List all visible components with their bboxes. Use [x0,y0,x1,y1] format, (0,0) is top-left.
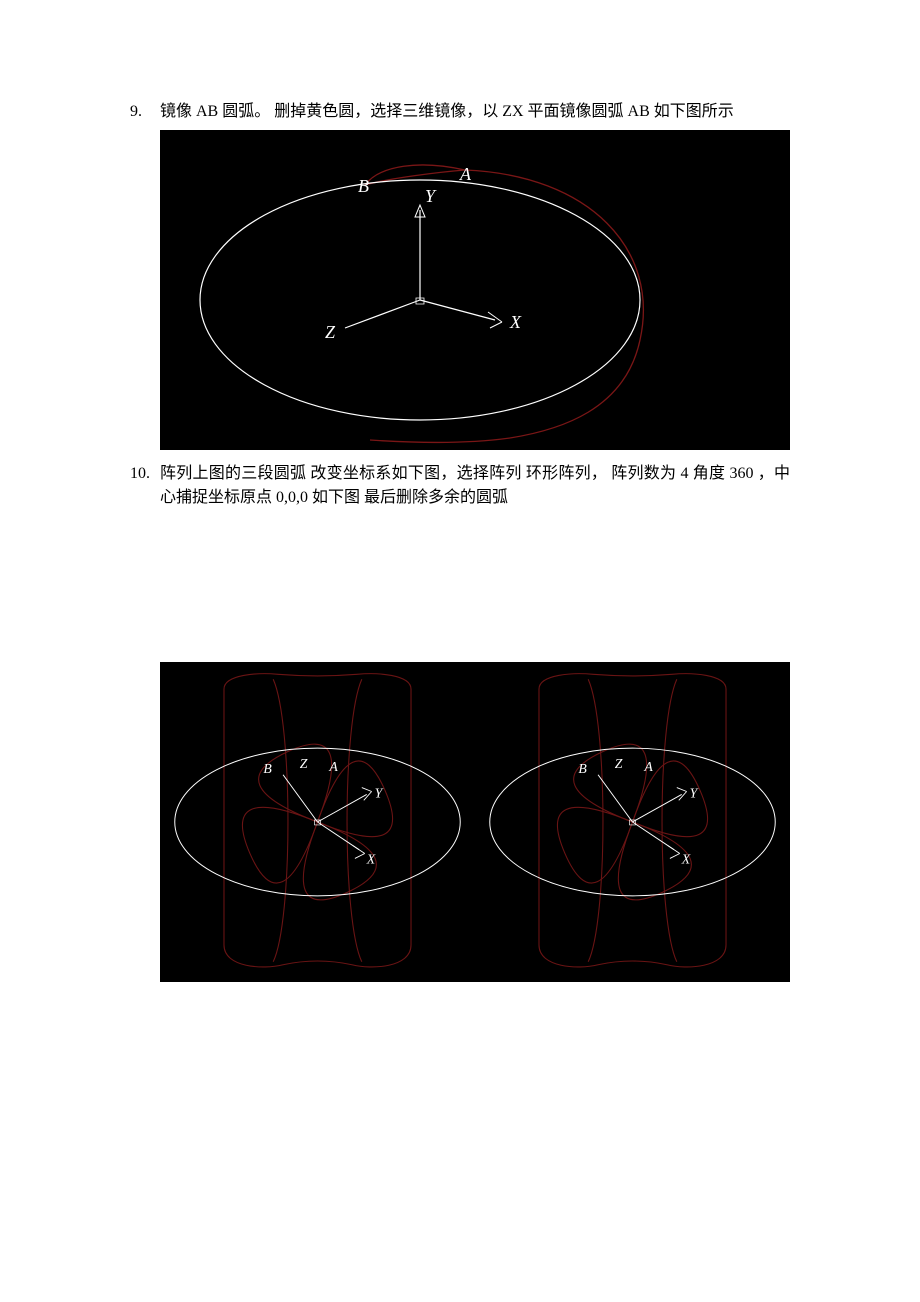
svg-text:Z: Z [615,756,623,771]
figure-array-arcs-svg: Z Y X B A Z Y X B A [160,662,790,982]
svg-text:Z: Z [325,322,336,342]
list-number-9: 9. [130,100,160,124]
svg-text:Z: Z [300,756,308,771]
svg-text:A: A [643,759,653,774]
list-item-10: 10. 阵列上图的三段圆弧 改变坐标系如下图，选择阵列 环形阵列， 阵列数为 4… [130,462,790,510]
list-item-9: 9. 镜像 AB 圆弧。 删掉黄色圆，选择三维镜像，以 ZX 平面镜像圆弧 AB… [130,100,790,124]
svg-text:B: B [358,176,369,196]
figure-mirror-arc-svg: YXZAB [160,130,680,450]
svg-text:A: A [328,759,338,774]
svg-text:X: X [509,312,522,332]
svg-text:Y: Y [690,785,699,800]
svg-text:B: B [263,761,272,776]
figure-mirror-arc: YXZAB [160,130,790,450]
list-text-9: 镜像 AB 圆弧。 删掉黄色圆，选择三维镜像，以 ZX 平面镜像圆弧 AB 如下… [160,100,790,124]
spacing-gap [130,516,790,656]
svg-text:B: B [578,761,587,776]
svg-text:X: X [366,851,376,866]
list-number-10: 10. [130,462,160,510]
svg-text:Y: Y [375,785,384,800]
svg-text:X: X [681,851,691,866]
figure-array-arcs: Z Y X B A Z Y X B A [160,662,790,982]
list-text-10: 阵列上图的三段圆弧 改变坐标系如下图，选择阵列 环形阵列， 阵列数为 4 角度 … [160,462,790,510]
svg-text:A: A [459,164,472,184]
